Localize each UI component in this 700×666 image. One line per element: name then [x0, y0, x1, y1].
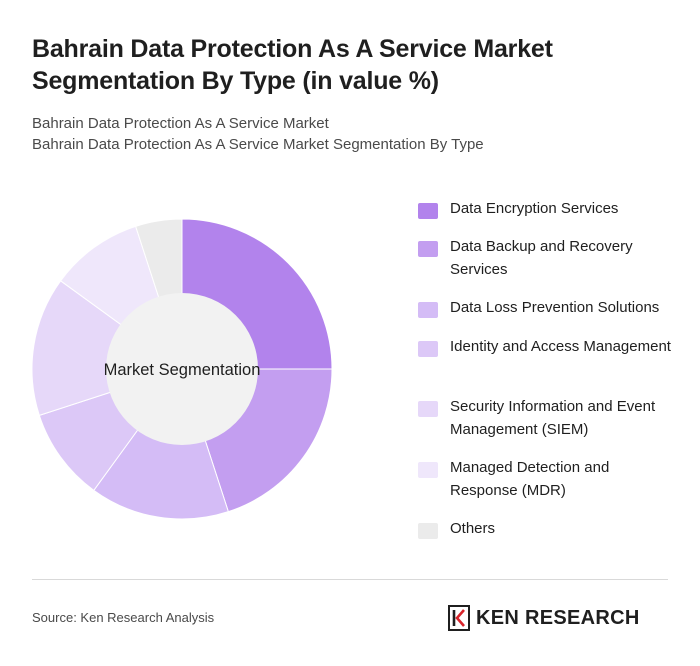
legend-item: Identity and Access Management: [418, 336, 678, 359]
legend-label: Managed Detection and Response (MDR): [450, 459, 610, 499]
brand-name: KEN RESEARCH: [476, 607, 640, 629]
legend-label: Identity and Access Management: [450, 338, 671, 355]
legend-label: Others: [450, 520, 496, 537]
legend-swatch: [418, 241, 438, 257]
chart-title: Bahrain Data Protection As A Service Mar…: [32, 35, 553, 95]
donut-center-label: Market Segmentation: [104, 361, 261, 379]
source-note: Source: Ken Research Analysis: [32, 610, 215, 625]
donut-hole: [106, 293, 258, 445]
legend-item: Managed Detection and Response (MDR): [418, 457, 678, 502]
brand-logo: KEN RESEARCH: [448, 605, 640, 631]
legend-swatch: [418, 341, 438, 357]
legend-swatch: [418, 523, 438, 539]
legend-item: Data Backup and Recovery Services: [418, 236, 678, 281]
legend-swatch: [418, 203, 438, 219]
legend-swatch: [418, 462, 438, 478]
legend-label: Data Loss Prevention Solutions: [450, 299, 660, 316]
legend-item: Data Loss Prevention Solutions: [418, 297, 678, 320]
legend-swatch: [418, 401, 438, 417]
legend-item: Security Information and Event Managemen…: [418, 396, 678, 441]
chart-subtitle: Bahrain Data Protection As A Service Mar…: [32, 113, 672, 155]
legend-label: Data Backup and Recovery Services: [450, 238, 633, 278]
subtitle-line-1: Bahrain Data Protection As A Service Mar…: [32, 115, 329, 132]
legend-label: Security Information and Event Managemen…: [450, 398, 656, 438]
ken-research-logo-icon: [448, 605, 470, 631]
donut-chart: Market Segmentation: [31, 218, 333, 520]
legend-item: Data Encryption Services: [418, 198, 678, 221]
legend-swatch: [418, 302, 438, 318]
subtitle-line-2: Bahrain Data Protection As A Service Mar…: [32, 136, 484, 153]
donut-slice-5: [31, 280, 184, 416]
donut-slice-3: [93, 367, 229, 520]
legend-label: Data Encryption Services: [450, 200, 619, 217]
legend-item: Others: [418, 518, 678, 541]
footer-divider: [32, 579, 668, 580]
